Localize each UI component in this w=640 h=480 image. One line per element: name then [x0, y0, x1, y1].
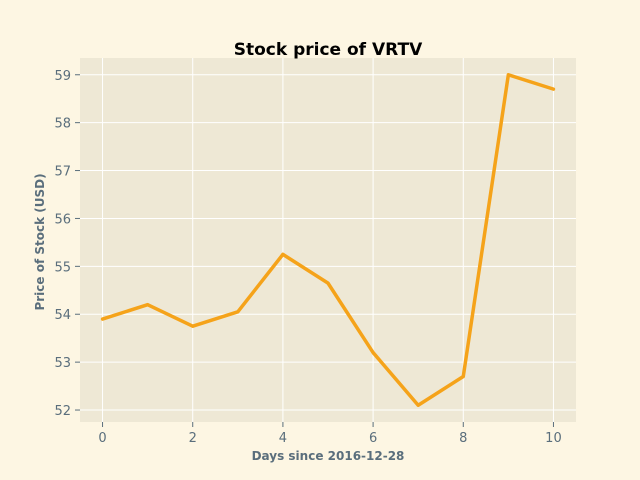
x-tick-label: 6 [369, 431, 377, 446]
chart-title: Stock price of VRTV [234, 40, 423, 60]
plot-area [80, 58, 576, 422]
x-axis-ticks: 0 2 4 6 8 10 [98, 422, 562, 446]
y-axis-ticks: 52 53 54 55 56 57 58 59 [54, 69, 80, 419]
y-tick-label: 57 [54, 165, 71, 180]
data-point [146, 303, 150, 307]
data-point [551, 87, 555, 91]
grid-lines [80, 58, 576, 422]
x-tick-label: 8 [459, 431, 467, 446]
series-layer [100, 73, 556, 407]
y-tick-label: 52 [54, 404, 71, 419]
data-point [236, 310, 240, 314]
x-tick-label: 2 [189, 431, 197, 446]
y-axis-label: Price of Stock (USD) [33, 173, 47, 310]
data-point [281, 252, 285, 256]
y-tick-label: 58 [54, 117, 71, 132]
x-tick-label: 0 [98, 431, 106, 446]
y-tick-label: 54 [54, 308, 71, 323]
data-point [371, 351, 375, 355]
x-tick-label: 4 [279, 431, 287, 446]
y-tick-label: 53 [54, 356, 71, 371]
data-point [326, 281, 330, 285]
data-point [416, 403, 420, 407]
data-point [191, 324, 195, 328]
y-tick-label: 56 [54, 212, 71, 227]
y-tick-label: 55 [54, 260, 71, 275]
data-point [101, 317, 105, 321]
x-axis-label: Days since 2016-12-28 [252, 449, 405, 463]
data-point [461, 375, 465, 378]
data-point [506, 73, 510, 77]
y-tick-label: 59 [54, 69, 71, 84]
x-tick-label: 10 [545, 431, 562, 446]
